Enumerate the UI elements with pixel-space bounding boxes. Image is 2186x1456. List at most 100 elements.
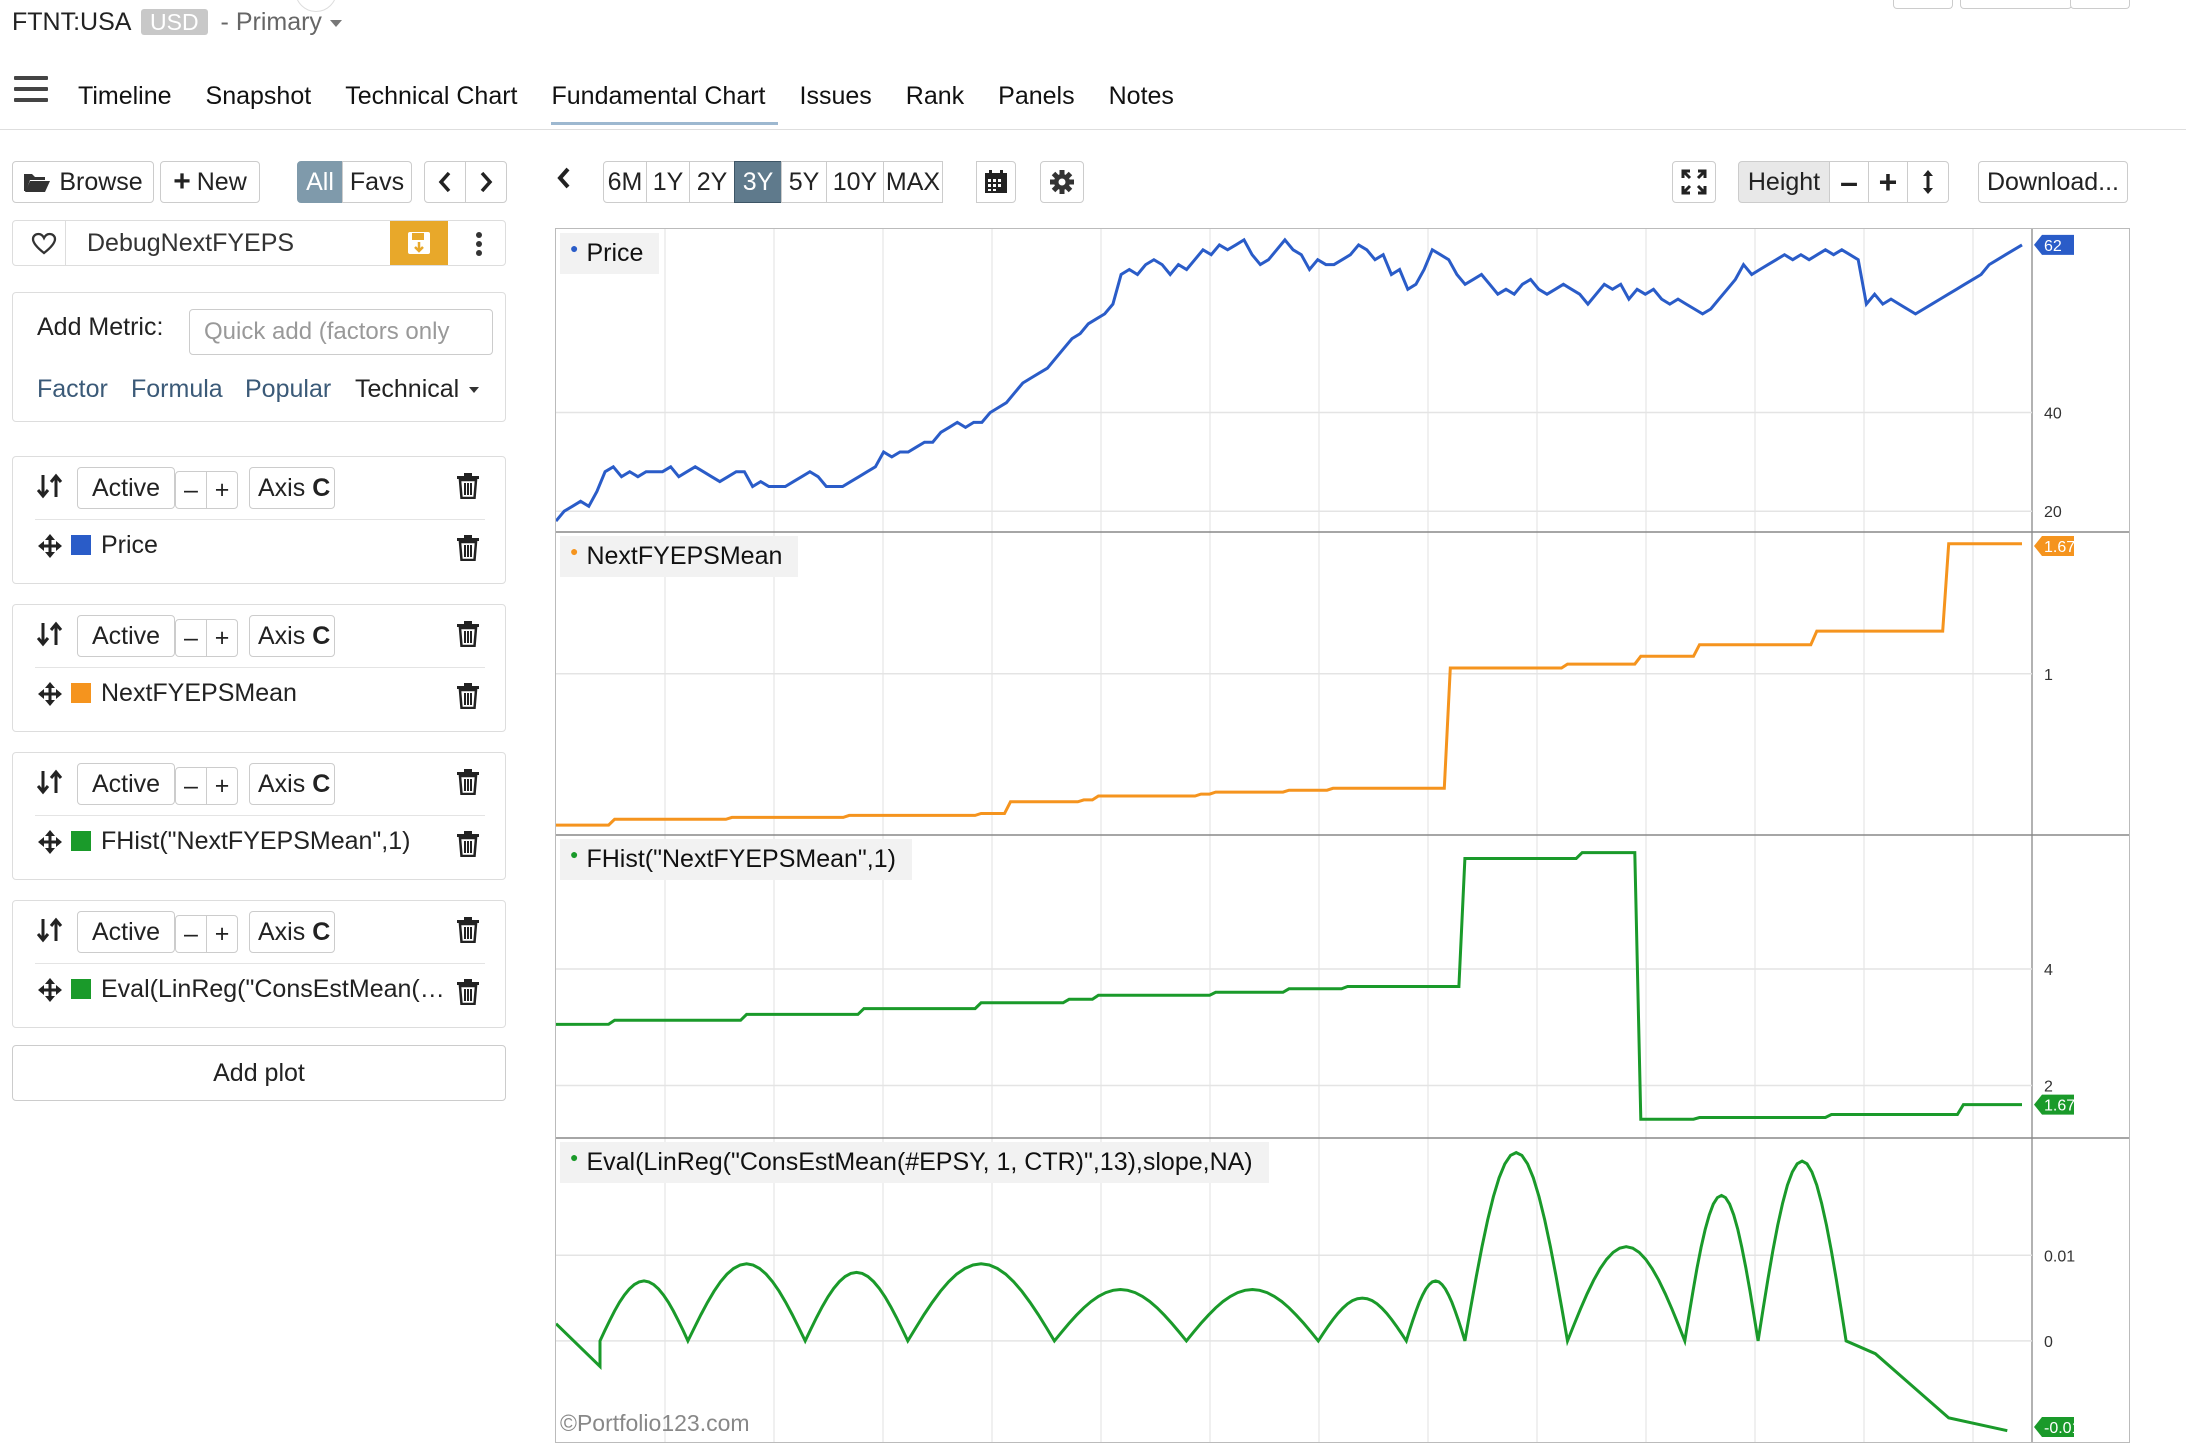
save-button[interactable]	[390, 221, 448, 265]
add-plot-button[interactable]: Add plot	[12, 1045, 506, 1101]
y-tick-label: 0.01	[2044, 1248, 2075, 1265]
plot-minus-button[interactable]: –	[175, 471, 207, 509]
range-button-5y[interactable]: 5Y	[781, 161, 827, 203]
legend-price[interactable]: ● Price	[560, 233, 660, 274]
plot-plus-button[interactable]: +	[206, 471, 238, 509]
plot-plus-button[interactable]: +	[206, 915, 238, 953]
plot-minus-button[interactable]: –	[175, 619, 207, 657]
trash-icon[interactable]	[457, 683, 479, 709]
hamburger-menu-icon[interactable]	[14, 76, 48, 106]
plot-name[interactable]: Price	[71, 531, 158, 560]
plot-state-button[interactable]: Active	[77, 911, 175, 953]
universe-dropdown[interactable]: - Primary	[221, 8, 342, 36]
plot-axis-button[interactable]: Axis C	[249, 763, 335, 805]
move-icon[interactable]	[37, 681, 63, 707]
series-line-price	[556, 237, 2023, 523]
tab-notes[interactable]: Notes	[1108, 82, 1174, 110]
plot-axis-button[interactable]: Axis C	[249, 911, 335, 953]
series-line-eval	[556, 1150, 2008, 1433]
plot-state-button[interactable]: Active	[77, 615, 175, 657]
tab-fundamental-chart[interactable]: Fundamental Chart	[551, 82, 766, 110]
plot-minus-button[interactable]: –	[175, 915, 207, 953]
factor-link[interactable]: Factor	[37, 375, 108, 403]
move-icon[interactable]	[37, 977, 63, 1003]
filter-favs-button[interactable]: Favs	[342, 161, 412, 203]
tab-panels[interactable]: Panels	[998, 82, 1075, 110]
trash-icon[interactable]	[457, 917, 479, 943]
sort-arrows-icon[interactable]	[37, 917, 63, 943]
sort-arrows-icon[interactable]	[37, 473, 63, 499]
last-value-badge	[2034, 1417, 2074, 1437]
legend-eval-linreg[interactable]: ● Eval(LinReg("ConsEstMean(#EPSY, 1, CTR)…	[560, 1142, 1269, 1183]
all-label: All	[306, 167, 334, 196]
formula-link[interactable]: Formula	[131, 375, 223, 403]
settings-button[interactable]	[1040, 161, 1084, 203]
plot-plus-button[interactable]: +	[206, 767, 238, 805]
prev-button[interactable]	[424, 161, 466, 203]
plot-state-button[interactable]: Active	[77, 467, 175, 509]
legend-nextfyepsmean[interactable]: ● NextFYEPSMean	[560, 536, 799, 577]
technical-dropdown[interactable]: Technical	[355, 375, 480, 404]
heart-icon[interactable]	[31, 232, 57, 256]
range-button-10y[interactable]: 10Y	[826, 161, 884, 203]
height-increase-button[interactable]: +	[1868, 161, 1908, 203]
chart-name[interactable]: DebugNextFYEPS	[87, 229, 295, 257]
browse-button[interactable]: Browse	[12, 161, 154, 203]
axis-letter: C	[312, 769, 331, 798]
top-button-2[interactable]	[1960, 0, 2072, 9]
plot-minus-button[interactable]: –	[175, 767, 207, 805]
legend-fhist[interactable]: ● FHist("NextFYEPSMean",1)	[560, 839, 912, 880]
collapse-left-icon[interactable]	[556, 166, 572, 190]
move-icon[interactable]	[37, 533, 63, 559]
tab-timeline[interactable]: Timeline	[78, 82, 172, 110]
color-swatch-icon	[71, 831, 91, 851]
download-button[interactable]: Download...	[1978, 161, 2128, 203]
legend-dot-icon: ●	[570, 1149, 579, 1165]
quick-add-input[interactable]: Quick add (factors only	[189, 309, 493, 355]
caret-down-icon	[329, 19, 342, 27]
plot-axis-button[interactable]: Axis C	[249, 615, 335, 657]
range-button-3y[interactable]: 3Y	[734, 161, 782, 203]
trash-icon[interactable]	[457, 831, 479, 857]
new-button[interactable]: + New	[160, 161, 260, 203]
last-value-badge	[2034, 536, 2074, 556]
plot-axis-button[interactable]: Axis C	[249, 467, 335, 509]
height-resize-button[interactable]	[1907, 161, 1949, 203]
trash-icon[interactable]	[457, 473, 479, 499]
plot-panel: Active – + Axis C FHist("NextFYEPSMean",…	[12, 752, 506, 880]
plot-state-button[interactable]: Active	[77, 763, 175, 805]
trash-icon[interactable]	[457, 621, 479, 647]
move-icon[interactable]	[37, 829, 63, 855]
sort-arrows-icon[interactable]	[37, 769, 63, 795]
range-button-2y[interactable]: 2Y	[689, 161, 735, 203]
trash-icon[interactable]	[457, 769, 479, 795]
filter-all-button[interactable]: All	[297, 161, 343, 203]
plot-plus-button[interactable]: +	[206, 619, 238, 657]
top-button-3[interactable]	[2070, 0, 2130, 9]
tab-snapshot[interactable]: Snapshot	[205, 82, 312, 110]
fullscreen-button[interactable]	[1672, 161, 1716, 203]
range-button-1y[interactable]: 1Y	[646, 161, 690, 203]
ticker-header: FTNT:USA USD - Primary	[12, 8, 342, 37]
calendar-button[interactable]	[976, 161, 1016, 203]
more-vertical-icon[interactable]	[475, 231, 483, 257]
tab-technical-chart[interactable]: Technical Chart	[345, 82, 518, 110]
range-button-max[interactable]: MAX	[883, 161, 943, 203]
minus-icon: –	[184, 919, 198, 948]
plot-name[interactable]: FHist("NextFYEPSMean",1)	[71, 827, 411, 856]
tab-rank[interactable]: Rank	[905, 82, 965, 110]
plot-name[interactable]: NextFYEPSMean	[71, 679, 297, 708]
next-button[interactable]	[465, 161, 507, 203]
trash-icon[interactable]	[457, 979, 479, 1005]
range-button-6m[interactable]: 6M	[603, 161, 647, 203]
plot-name[interactable]: Eval(LinReg("ConsEstMean(…	[71, 975, 445, 1004]
sort-arrows-icon[interactable]	[37, 621, 63, 647]
height-decrease-button[interactable]: –	[1829, 161, 1869, 203]
tab-issues[interactable]: Issues	[799, 82, 872, 110]
currency-badge: USD	[141, 9, 208, 35]
trash-icon[interactable]	[457, 535, 479, 561]
chart-svg[interactable]: 20 40 62 1 1.67 2 4 1.67 0 0.01 -0.01	[556, 229, 2129, 1442]
top-button-1[interactable]	[1893, 0, 1953, 9]
popular-link[interactable]: Popular	[245, 375, 332, 403]
axis-label: Axis	[258, 769, 306, 798]
